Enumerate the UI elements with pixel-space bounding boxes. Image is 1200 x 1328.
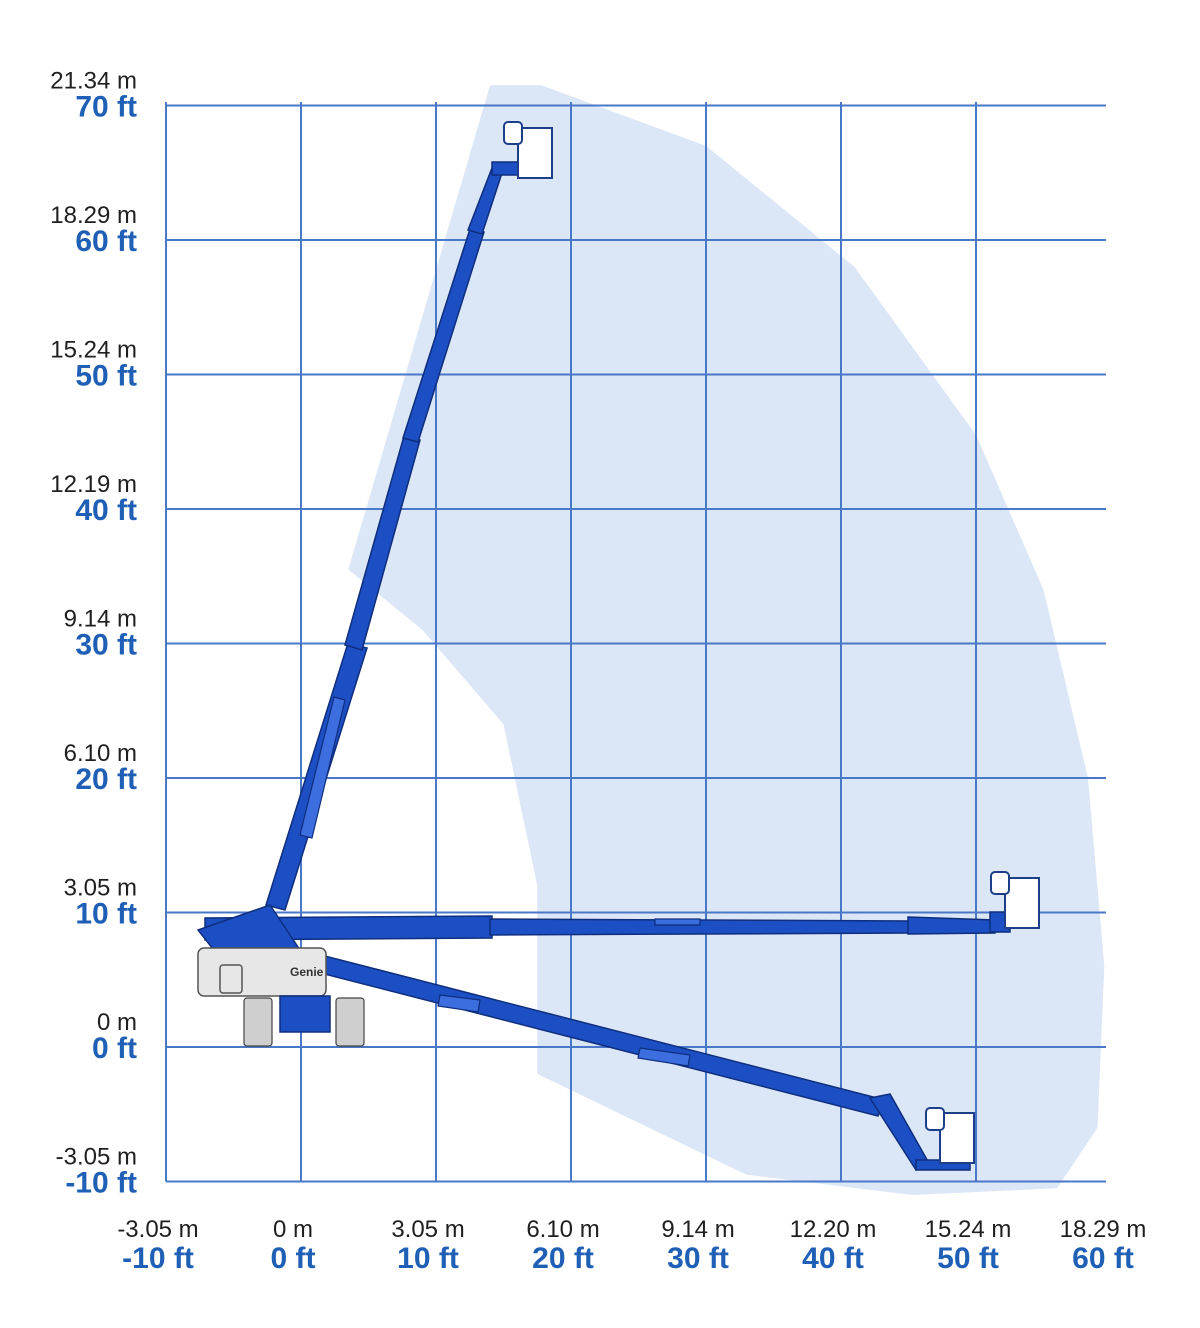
x-tick-label-ft: 60 ft [1072, 1242, 1134, 1275]
y-tick-label-ft: 60 ft [75, 225, 137, 258]
machine-chassis: Genie [196, 904, 365, 1047]
x-tick-label-ft: 50 ft [937, 1242, 999, 1275]
aerial-lift-illustration: Genie [196, 121, 1040, 1171]
x-tick-label-m: 0 m [273, 1216, 313, 1243]
y-tick-label-m: 3.05 m [64, 875, 137, 902]
x-tick-label-ft: 0 ft [271, 1242, 316, 1275]
y-tick-label-ft: 10 ft [75, 898, 137, 931]
x-tick-label-m: 15.24 m [925, 1216, 1012, 1243]
machine-logo: Genie [290, 965, 324, 979]
y-tick-label-m: 12.19 m [50, 471, 137, 498]
y-tick-label-ft: 30 ft [75, 629, 137, 662]
y-tick-label-m: 9.14 m [64, 606, 137, 633]
x-tick-label-ft: 30 ft [667, 1242, 729, 1275]
x-tick-label-ft: 20 ft [532, 1242, 594, 1275]
track-left [243, 997, 273, 1047]
platform-max-outreach [1004, 877, 1040, 929]
working-envelope [348, 85, 1105, 1195]
boom-below-grade [260, 944, 975, 1171]
x-tick-label-ft: -10 ft [122, 1242, 194, 1275]
y-tick-label-m: 21.34 m [50, 68, 137, 95]
y-tick-label-ft: 50 ft [75, 360, 137, 393]
platform-below-grade [939, 1112, 975, 1164]
x-tick-label-m: 3.05 m [391, 1216, 464, 1243]
x-tick-label-m: 9.14 m [661, 1216, 734, 1243]
y-tick-label-ft: 0 ft [92, 1032, 137, 1065]
y-tick-label-ft: -10 ft [65, 1167, 137, 1200]
y-tick-label-ft: 40 ft [75, 494, 137, 527]
x-tick-label-ft: 10 ft [397, 1242, 459, 1275]
y-tick-label-m: -3.05 m [56, 1144, 137, 1171]
y-tick-label-m: 18.29 m [50, 202, 137, 229]
track-right [335, 997, 365, 1047]
x-tick-label-m: 18.29 m [1060, 1216, 1147, 1243]
platform-max-height [517, 127, 553, 179]
y-tick-label-m: 15.24 m [50, 337, 137, 364]
y-tick-label-ft: 20 ft [75, 763, 137, 796]
y-tick-label-ft: 70 ft [75, 91, 137, 124]
x-tick-label-m: -3.05 m [117, 1216, 198, 1243]
boom-max-height [265, 121, 553, 911]
x-tick-label-m: 6.10 m [526, 1216, 599, 1243]
x-tick-label-ft: 40 ft [802, 1242, 864, 1275]
y-tick-label-m: 6.10 m [64, 740, 137, 767]
x-tick-label-m: 12.20 m [790, 1216, 877, 1243]
y-tick-label-m: 0 m [97, 1009, 137, 1036]
